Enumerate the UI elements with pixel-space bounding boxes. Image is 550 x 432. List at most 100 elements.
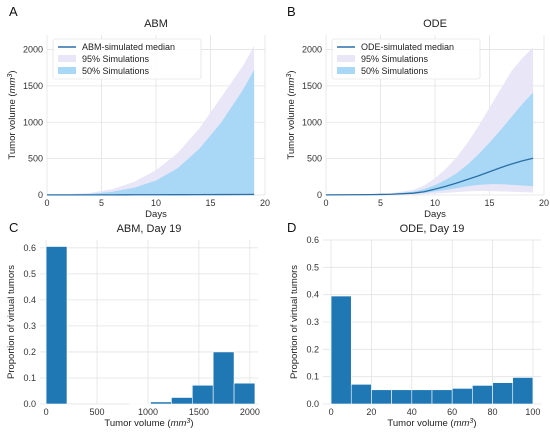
y-tick-label: 0.1 (306, 372, 319, 382)
x-tick-label: 500 (90, 407, 105, 417)
x-tick-label: 1000 (138, 407, 158, 417)
legend: ABM-simulated median 95% Simulations 50% S… (52, 38, 202, 80)
y-axis-label: Tumor volume (mm3) (6, 70, 18, 159)
y-tick-label: 0.4 (23, 295, 36, 305)
y-tick-label: 1500 (23, 81, 43, 91)
legend-median-label: ODE-simulated median (361, 42, 454, 52)
x-tick-label: 60 (447, 407, 457, 417)
histogram-bar (233, 382, 256, 405)
histogram-bar (212, 351, 235, 405)
panel-b: B ODE ODE-simulated median 95% Simulations 5… (285, 4, 549, 220)
histogram-bar (431, 389, 453, 405)
x-tick-label: 0 (323, 198, 328, 208)
x-tick-label: 1500 (189, 407, 209, 417)
x-tick-label: 20 (366, 407, 376, 417)
y-axis-label: Proportion of virtual tumors (289, 265, 300, 379)
y-tick-label: 1000 (302, 117, 322, 127)
histogram-bar (411, 389, 433, 405)
x-tick-label: 15 (484, 198, 494, 208)
legend-50-swatch (58, 67, 76, 74)
legend: ODE-simulated median 95% Simulations 50% S… (331, 38, 481, 80)
legend-median-label: ABM-simulated median (82, 42, 175, 52)
y-tick-label: 500 (28, 154, 43, 164)
y-tick-label: 0.3 (306, 317, 319, 327)
histogram-bar (330, 295, 352, 405)
legend-95-label: 95% Simulations (82, 54, 150, 64)
legend-95-swatch (337, 55, 355, 62)
x-tick-label: 20 (539, 198, 549, 208)
x-tick-label: 10 (430, 198, 440, 208)
histogram-bar (171, 397, 193, 405)
y-tick-label: 0.2 (23, 347, 36, 357)
x-tick-label: 40 (407, 407, 417, 417)
chart-title: ODE, Day 19 (400, 223, 465, 235)
panel-c: C ABM, Day 19 0 500 1000 1500 2000 0.0 0.1 0.2 0.3… (6, 220, 260, 429)
y-tick-label: 0.5 (23, 269, 36, 279)
legend-50-swatch (337, 67, 355, 74)
histogram-bar (472, 385, 493, 405)
legend-50-label: 50% Simulations (82, 66, 150, 76)
histogram-bar (191, 384, 214, 405)
y-tick-label: 1500 (302, 81, 322, 91)
histogram-bar (45, 246, 68, 405)
x-axis-label: Days (424, 209, 446, 220)
panel-letter: D (287, 220, 296, 235)
y-tick-label: 0 (317, 190, 322, 200)
legend-50-label: 50% Simulations (361, 66, 429, 76)
histogram-bar (512, 377, 534, 405)
y-tick-label: 0.1 (23, 373, 36, 383)
band-50-percent (326, 92, 534, 195)
chart-title: ODE (423, 18, 447, 30)
x-tick-label: 0 (329, 407, 334, 417)
x-tick-label: 10 (151, 198, 161, 208)
y-tick-label: 0.0 (306, 399, 319, 409)
y-tick-label: 2000 (302, 45, 322, 55)
histogram-bar (350, 384, 372, 405)
legend-box (331, 38, 481, 80)
y-axis-label: Tumor volume (mm3) (285, 70, 297, 159)
x-tick-label: 15 (205, 198, 215, 208)
band-50-percent (47, 69, 255, 195)
chart-title: ABM, Day 19 (117, 223, 182, 235)
x-tick-label: 2000 (240, 407, 260, 417)
histogram-bar (371, 389, 392, 405)
y-tick-label: 0 (38, 190, 43, 200)
x-axis-label: Tumor volume (mm3) (104, 417, 193, 429)
histogram-bar (150, 401, 172, 405)
y-tick-label: 1000 (23, 117, 43, 127)
x-axis-label: Tumor volume (mm3) (387, 417, 476, 429)
panel-letter: A (9, 4, 18, 19)
y-tick-label: 0.3 (23, 321, 36, 331)
panel-d: D ODE, Day 19 0 20 40 60 80 100 0.0 0.1 0.2 0.3 0.4 0… (287, 220, 541, 429)
y-tick-label: 0.6 (23, 243, 36, 253)
legend-95-swatch (58, 55, 76, 62)
y-axis-label: Proportion of virtual tumors (6, 265, 17, 379)
y-tick-label: 0.6 (306, 235, 319, 245)
x-tick-label: 0 (44, 198, 49, 208)
panel-letter: B (287, 4, 296, 19)
histogram-bar (451, 388, 473, 405)
x-tick-label: 5 (99, 198, 104, 208)
x-tick-label: 100 (525, 407, 540, 417)
x-axis-label: Days (145, 209, 167, 220)
chart-title: ABM (144, 18, 168, 30)
y-tick-label: 500 (307, 154, 322, 164)
y-tick-label: 0.5 (306, 262, 319, 272)
y-tick-label: 2000 (23, 45, 43, 55)
y-tick-label: 0.4 (306, 290, 319, 300)
panel-letter: C (9, 220, 18, 235)
x-tick-label: 20 (260, 198, 270, 208)
x-tick-label: 80 (488, 407, 498, 417)
histogram-bar (129, 403, 151, 405)
histogram-bar (492, 382, 514, 405)
legend-95-label: 95% Simulations (361, 54, 429, 64)
y-tick-label: 0.2 (306, 344, 319, 354)
legend-box (52, 38, 202, 80)
panel-a: A ABM ABM-simulated median 95% Simulations 5… (6, 4, 270, 220)
median-line (325, 157, 534, 196)
x-tick-label: 5 (378, 198, 383, 208)
y-tick-label: 0.0 (23, 399, 36, 409)
x-tick-label: 0 (44, 407, 49, 417)
histogram-bar (391, 389, 413, 405)
